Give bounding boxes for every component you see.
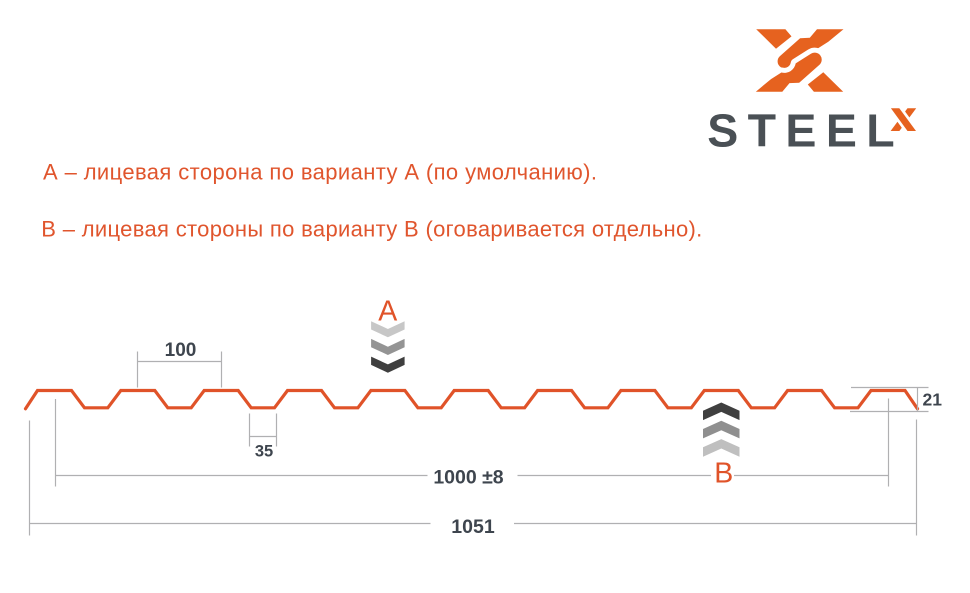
svg-text:100: 100 — [165, 340, 197, 361]
svg-text:А: А — [378, 295, 397, 327]
svg-text:1000 ±8: 1000 ±8 — [433, 466, 503, 488]
svg-text:STEEL: STEEL — [707, 105, 904, 157]
svg-text:1051: 1051 — [451, 516, 495, 538]
svg-text:В – лицевая стороны по вариант: В – лицевая стороны по варианту В (огова… — [41, 217, 702, 242]
svg-text:А – лицевая сторона по вариант: А – лицевая сторона по варианту А (по ум… — [43, 160, 597, 185]
svg-text:В: В — [714, 458, 733, 490]
svg-text:35: 35 — [255, 443, 273, 461]
svg-text:21: 21 — [923, 389, 943, 409]
